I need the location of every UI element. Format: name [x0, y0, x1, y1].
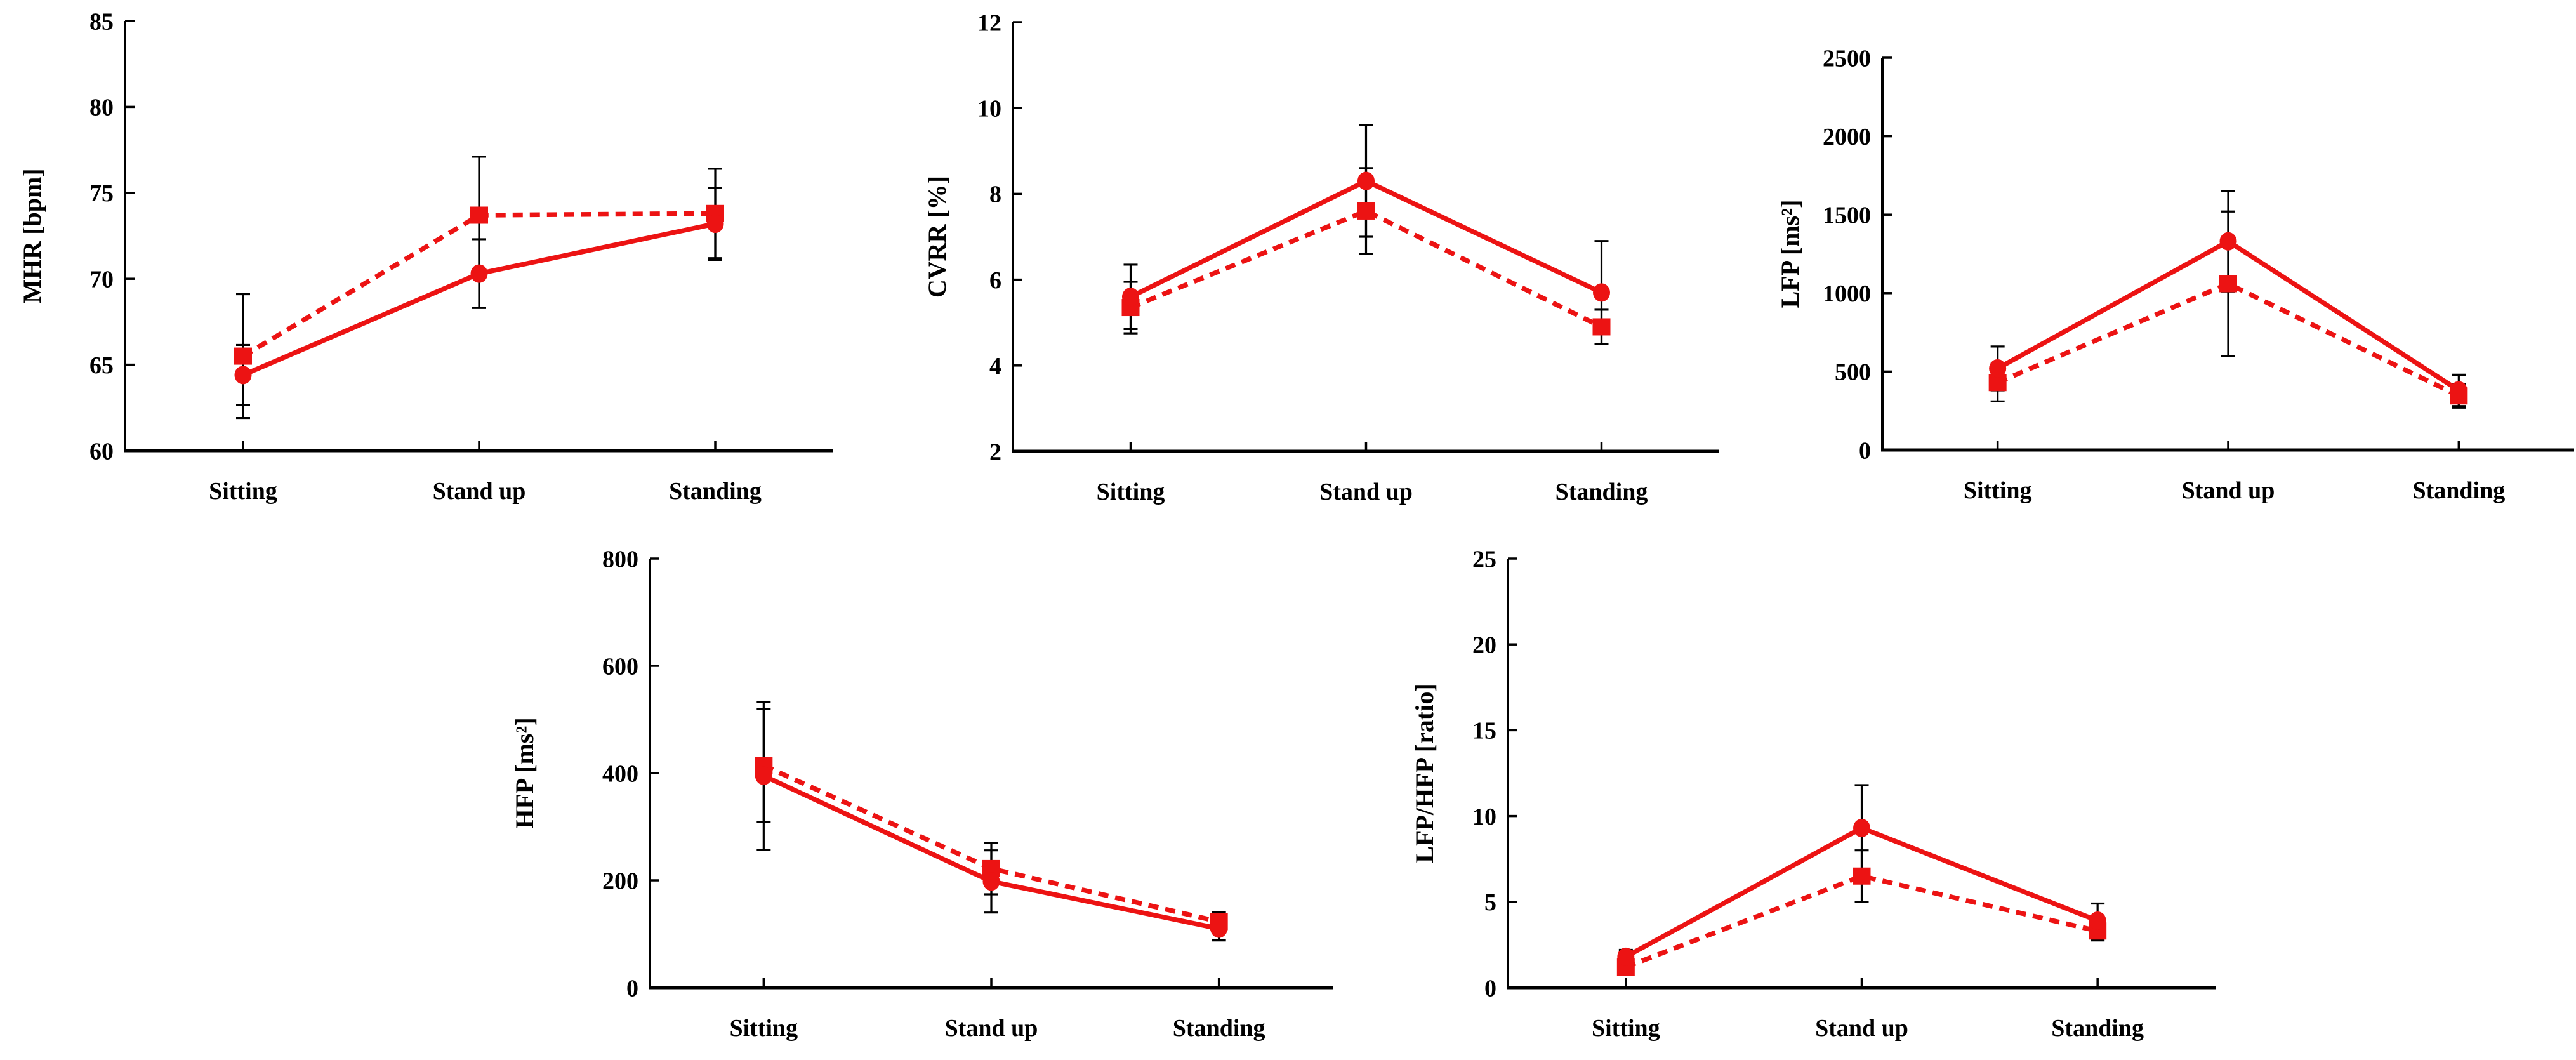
- x-category-label: Standing: [2412, 477, 2505, 504]
- x-category-label: Stand up: [433, 478, 526, 505]
- x-category-label: Stand up: [945, 1015, 1038, 1042]
- data-point-marker-circle: [1853, 819, 1870, 838]
- y-tick-label: 0: [1859, 437, 1871, 464]
- data-point-marker-circle: [1989, 359, 2007, 378]
- y-axis-title: MHR [bpm]: [18, 168, 46, 303]
- x-category-label: Standing: [2051, 1015, 2144, 1042]
- chart-cvrr: 2 4 6 8 10 12 Sitting Stand up Standing CVRR [%]: [923, 10, 1719, 505]
- y-tick-label: 1500: [1823, 202, 1871, 229]
- y-tick-label: 4: [989, 353, 1001, 380]
- x-category-label: Standing: [1556, 479, 1648, 505]
- y-tick-label: 2000: [1823, 124, 1871, 150]
- data-point-marker-circle: [234, 366, 252, 385]
- chart-mhr: 60 65 70 75 80 85 Sitting Stand up Standing MHR […: [18, 8, 833, 505]
- chart-lfp: 0 500 1000 1500 2000 2500 Sitting Stand up Stand…: [1776, 45, 2574, 504]
- data-point-marker-circle: [706, 215, 724, 234]
- y-tick-label: 500: [1835, 359, 1871, 386]
- series-solid-line-circle-markers: [1989, 232, 2467, 400]
- data-point-marker-square: [1357, 202, 1375, 220]
- y-tick-label: 70: [89, 267, 114, 293]
- series-solid-line-circle-markers: [755, 766, 1228, 938]
- y-tick-label: 8: [989, 182, 1001, 208]
- y-tick-label: 200: [602, 868, 638, 894]
- y-tick-label: 1000: [1823, 281, 1871, 307]
- data-point-marker-square: [234, 347, 252, 365]
- data-point-marker-circle: [2450, 381, 2467, 400]
- y-tick-label: 6: [989, 267, 1001, 294]
- chart-lfp-hfp-ratio: 0 5 10 15 20 25 Sitting Stand up Standing LFP/HFP…: [1410, 546, 2216, 1042]
- error-bars: [236, 156, 722, 420]
- x-category-label: Stand up: [1319, 479, 1413, 505]
- y-tick-label: 65: [89, 352, 114, 379]
- y-tick-label: 80: [89, 95, 114, 121]
- x-category-label: Sitting: [209, 478, 277, 505]
- data-point-marker-square: [1853, 867, 1871, 885]
- data-point-marker-circle: [1210, 919, 1228, 938]
- y-tick-label: 600: [602, 653, 638, 680]
- data-point-marker-circle: [1617, 947, 1635, 966]
- y-tick-label: 85: [89, 8, 114, 35]
- y-axis-title: LFP/HFP [ratio]: [1410, 683, 1439, 863]
- y-tick-label: 800: [602, 546, 638, 573]
- error-bars: [1990, 190, 2466, 409]
- x-category-label: Sitting: [729, 1015, 798, 1042]
- series-solid-line-circle-markers: [234, 215, 724, 385]
- data-point-marker-square: [1592, 318, 1611, 336]
- x-category-label: Sitting: [1592, 1015, 1660, 1042]
- data-point-marker-circle: [755, 766, 772, 785]
- y-tick-label: 10: [1472, 804, 1496, 830]
- series-solid-line-circle-markers: [1122, 171, 1610, 307]
- data-point-marker-circle: [2089, 911, 2106, 931]
- x-category-label: Standing: [1173, 1015, 1265, 1042]
- y-tick-label: 25: [1472, 546, 1496, 573]
- data-point-marker-circle: [1593, 283, 1610, 302]
- data-point-marker-circle: [1122, 288, 1139, 307]
- y-tick-label: 2500: [1823, 45, 1871, 72]
- error-bars: [1123, 124, 1609, 345]
- y-tick-label: 2: [989, 439, 1001, 465]
- y-axis-title: LFP [ms²]: [1776, 200, 1804, 308]
- y-tick-label: 15: [1472, 718, 1496, 745]
- data-point-marker-square: [470, 206, 488, 224]
- series-solid-line-circle-markers: [1617, 819, 2106, 966]
- y-tick-label: 0: [1484, 975, 1496, 1002]
- x-category-label: Stand up: [1815, 1015, 1908, 1042]
- data-point-marker-circle: [982, 872, 1000, 891]
- y-tick-label: 20: [1472, 632, 1496, 659]
- y-tick-label: 5: [1484, 889, 1496, 916]
- data-point-marker-circle: [1357, 171, 1375, 190]
- series-line: [1625, 873, 2099, 970]
- x-category-label: Sitting: [1964, 477, 2032, 504]
- data-point-marker-circle: [470, 264, 488, 283]
- data-point-marker-circle: [2219, 232, 2237, 251]
- series-line: [1130, 208, 1603, 329]
- y-tick-label: 75: [89, 180, 114, 207]
- x-category-label: Standing: [669, 478, 762, 505]
- y-tick-label: 60: [89, 438, 114, 465]
- y-axis-title: HFP [ms²]: [510, 717, 539, 828]
- data-point-marker-square: [2219, 275, 2237, 293]
- x-category-label: Sitting: [1097, 479, 1165, 505]
- y-tick-label: 400: [602, 760, 638, 787]
- y-tick-label: 12: [977, 10, 1001, 36]
- chart-hfp: 0 200 400 600 800 Sitting Stand up Standing HFP …: [510, 546, 1333, 1042]
- y-axis-title: CVRR [%]: [923, 176, 951, 298]
- y-tick-label: 0: [626, 975, 638, 1002]
- x-category-label: Stand up: [2182, 477, 2275, 504]
- y-tick-label: 10: [977, 96, 1001, 123]
